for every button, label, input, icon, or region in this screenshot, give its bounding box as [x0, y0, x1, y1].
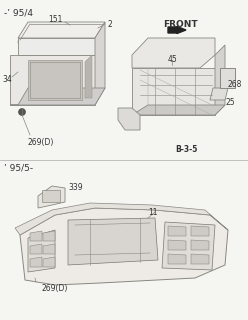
Text: 45: 45: [168, 55, 178, 64]
Circle shape: [19, 108, 26, 116]
Polygon shape: [18, 38, 95, 55]
Text: 151: 151: [48, 15, 62, 24]
Polygon shape: [42, 190, 60, 202]
Text: 11: 11: [148, 208, 157, 217]
Polygon shape: [28, 60, 82, 100]
Text: 25: 25: [226, 98, 236, 107]
Text: 2: 2: [108, 20, 113, 29]
Polygon shape: [30, 231, 42, 241]
Polygon shape: [38, 186, 65, 208]
Polygon shape: [95, 22, 105, 105]
Polygon shape: [132, 68, 215, 115]
Circle shape: [29, 270, 35, 277]
FancyArrow shape: [168, 27, 186, 34]
Polygon shape: [191, 254, 209, 264]
Text: 268: 268: [228, 80, 242, 89]
Polygon shape: [43, 257, 55, 267]
Polygon shape: [132, 38, 215, 68]
Polygon shape: [18, 22, 105, 38]
Polygon shape: [191, 226, 209, 236]
Polygon shape: [10, 55, 95, 105]
Polygon shape: [15, 203, 228, 235]
Polygon shape: [43, 231, 55, 241]
Text: B-3-5: B-3-5: [175, 145, 197, 154]
Polygon shape: [30, 244, 42, 254]
Polygon shape: [30, 257, 42, 267]
Polygon shape: [168, 254, 186, 264]
Polygon shape: [168, 226, 186, 236]
Polygon shape: [162, 222, 215, 270]
Polygon shape: [20, 208, 228, 285]
Polygon shape: [210, 88, 228, 100]
Text: FRONT: FRONT: [163, 20, 198, 29]
Polygon shape: [10, 88, 105, 105]
Polygon shape: [28, 230, 55, 272]
Text: 339: 339: [68, 183, 83, 192]
Polygon shape: [168, 240, 186, 250]
Polygon shape: [118, 108, 140, 130]
Text: 269(D): 269(D): [42, 284, 68, 293]
Polygon shape: [43, 244, 55, 254]
Text: 34: 34: [2, 75, 12, 84]
Polygon shape: [132, 105, 225, 115]
Polygon shape: [215, 45, 225, 115]
Polygon shape: [85, 55, 92, 98]
Polygon shape: [220, 68, 235, 88]
Polygon shape: [68, 218, 158, 265]
Text: -’ 95/4: -’ 95/4: [4, 8, 33, 17]
Polygon shape: [191, 240, 209, 250]
Text: ’ 95/5-: ’ 95/5-: [4, 163, 33, 172]
Text: 269(D): 269(D): [28, 138, 54, 147]
